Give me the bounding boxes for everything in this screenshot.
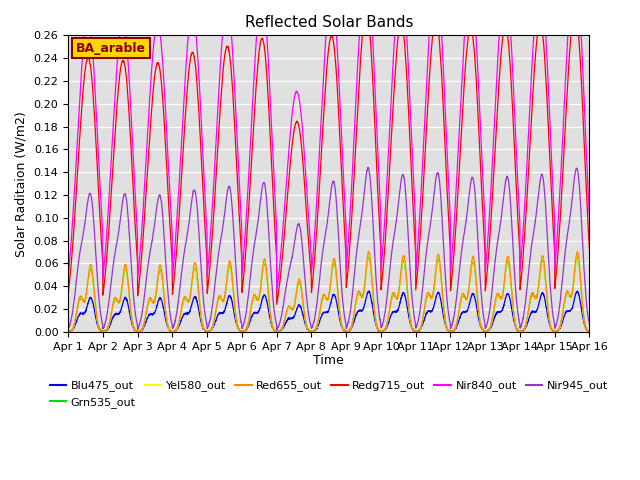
- Nir840_out: [264, 52, 272, 58]
- Redg715_out: [64, 291, 72, 297]
- Blu475_out: [586, 329, 593, 335]
- Nir840_out: [520, 225, 527, 230]
- Yel580_out: [155, 270, 163, 276]
- Yel580_out: [520, 327, 527, 333]
- Title: Reflected Solar Bands: Reflected Solar Bands: [244, 15, 413, 30]
- Line: Redg715_out: Redg715_out: [68, 10, 589, 304]
- Nir945_out: [124, 207, 131, 213]
- Redg715_out: [571, 7, 579, 13]
- Nir945_out: [64, 326, 72, 332]
- Grn535_out: [64, 328, 72, 334]
- Red655_out: [520, 328, 527, 334]
- Red655_out: [155, 268, 163, 274]
- Grn535_out: [65, 329, 73, 335]
- Red655_out: [65, 329, 72, 335]
- Yel580_out: [575, 265, 583, 271]
- Nir945_out: [264, 218, 272, 224]
- Grn535_out: [520, 327, 527, 333]
- Line: Nir840_out: Nir840_out: [68, 0, 589, 291]
- Line: Nir945_out: Nir945_out: [68, 168, 589, 330]
- Grn535_out: [287, 305, 294, 311]
- Nir945_out: [586, 320, 593, 326]
- Red655_out: [287, 306, 294, 312]
- Nir945_out: [273, 327, 280, 333]
- Blu475_out: [155, 298, 163, 303]
- Text: BA_arable: BA_arable: [76, 42, 146, 55]
- Nir945_out: [520, 315, 527, 321]
- Nir945_out: [575, 185, 583, 191]
- Red655_out: [365, 249, 372, 254]
- Blu475_out: [64, 328, 72, 334]
- Blu475_out: [520, 327, 527, 333]
- Blu475_out: [264, 306, 272, 312]
- Nir945_out: [287, 260, 294, 266]
- Redg715_out: [273, 301, 280, 307]
- Yel580_out: [365, 252, 372, 257]
- Line: Grn535_out: Grn535_out: [68, 257, 589, 332]
- Nir840_out: [64, 273, 72, 279]
- Redg715_out: [575, 45, 583, 50]
- Blu475_out: [124, 301, 132, 307]
- Nir840_out: [287, 124, 294, 130]
- Red655_out: [64, 328, 72, 334]
- Line: Yel580_out: Yel580_out: [68, 254, 589, 332]
- Blu475_out: [365, 288, 373, 294]
- Red655_out: [586, 329, 593, 335]
- Grn535_out: [365, 254, 373, 260]
- Grn535_out: [124, 277, 132, 283]
- Blu475_out: [65, 329, 73, 335]
- Nir945_out: [155, 195, 163, 201]
- Line: Red655_out: Red655_out: [68, 252, 589, 332]
- Yel580_out: [64, 328, 72, 334]
- Nir840_out: [124, 52, 131, 58]
- Redg715_out: [586, 246, 593, 252]
- Grn535_out: [575, 266, 583, 272]
- Redg715_out: [519, 253, 527, 259]
- Blu475_out: [575, 294, 583, 300]
- Nir840_out: [155, 23, 163, 29]
- Redg715_out: [287, 156, 294, 161]
- Nir840_out: [586, 214, 593, 220]
- Redg715_out: [155, 61, 163, 67]
- Red655_out: [264, 287, 272, 293]
- Grn535_out: [586, 329, 593, 335]
- Grn535_out: [155, 271, 163, 276]
- Yel580_out: [287, 305, 294, 311]
- Nir945_out: [364, 165, 372, 170]
- Yel580_out: [65, 329, 72, 335]
- Grn535_out: [264, 288, 272, 294]
- Yel580_out: [124, 277, 132, 283]
- Nir840_out: [273, 288, 280, 294]
- X-axis label: Time: Time: [314, 354, 344, 367]
- Redg715_out: [264, 92, 272, 97]
- Redg715_out: [124, 89, 131, 95]
- Nir840_out: [575, 1, 583, 7]
- Yel580_out: [586, 329, 593, 335]
- Legend: Blu475_out, Grn535_out, Yel580_out, Red655_out, Redg715_out, Nir840_out, Nir945_: Blu475_out, Grn535_out, Yel580_out, Red6…: [45, 376, 612, 412]
- Blu475_out: [287, 316, 294, 322]
- Yel580_out: [264, 289, 272, 295]
- Line: Blu475_out: Blu475_out: [68, 291, 589, 332]
- Red655_out: [575, 263, 583, 268]
- Red655_out: [124, 275, 132, 281]
- Y-axis label: Solar Raditaion (W/m2): Solar Raditaion (W/m2): [15, 111, 28, 256]
